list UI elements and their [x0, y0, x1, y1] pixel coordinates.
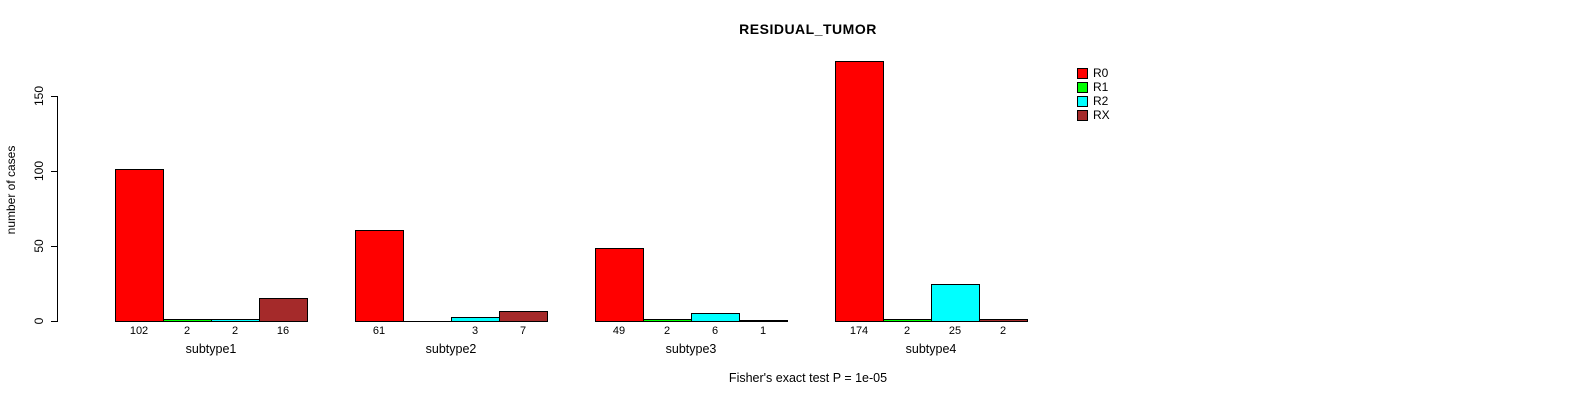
y-tick — [51, 96, 58, 97]
legend-label: R0 — [1093, 66, 1109, 80]
y-tick-label-text: 0 — [32, 317, 46, 325]
bar-subtype2-R0 — [355, 230, 404, 322]
bar-value-label: 49 — [612, 325, 626, 337]
legend-label: R1 — [1093, 80, 1109, 94]
bar-value-label: 6 — [711, 325, 719, 337]
legend-swatch-R0 — [1077, 67, 1088, 79]
legend-row: R0 — [1077, 66, 1110, 80]
y-axis-label-text: number of cases — [4, 145, 18, 235]
y-tick — [51, 246, 58, 247]
legend-label: RX — [1093, 108, 1110, 122]
legend-swatch-RX — [1077, 109, 1088, 121]
bar-value-label: 2 — [999, 325, 1007, 337]
bar-value-label: 174 — [849, 325, 869, 337]
bar-subtype1-RX — [259, 298, 308, 322]
bar-subtype2-R2 — [451, 317, 500, 322]
category-label-subtype4: subtype4 — [905, 342, 957, 356]
bar-value-label: 1 — [759, 325, 767, 337]
y-tick-label-text: 100 — [32, 160, 46, 182]
y-tick — [51, 321, 58, 322]
legend-row: R1 — [1077, 80, 1110, 94]
y-tick-label-text: 50 — [32, 239, 46, 253]
category-label-subtype3: subtype3 — [665, 342, 717, 356]
y-axis-line — [57, 96, 58, 322]
chart-title: RESIDUAL_TUMOR — [739, 21, 877, 37]
bar-subtype1-R2 — [211, 319, 260, 322]
legend-label: R2 — [1093, 94, 1109, 108]
bar-subtype3-R1 — [643, 319, 692, 322]
bar-value-label: 2 — [183, 325, 191, 337]
bar-subtype3-R2 — [691, 313, 740, 322]
bar-value-label: 7 — [519, 325, 527, 337]
bar-subtype2-RX — [499, 311, 548, 322]
bar-subtype1-R0 — [115, 169, 164, 322]
category-label-subtype2: subtype2 — [425, 342, 477, 356]
bar-subtype1-R1 — [163, 319, 212, 322]
bar-subtype2-R1 — [403, 321, 452, 322]
legend: R0 R1 R2 RX — [1077, 66, 1110, 122]
bar-value-label: 16 — [276, 325, 290, 337]
bar-value-label: 3 — [471, 325, 479, 337]
category-label-subtype1: subtype1 — [185, 342, 237, 356]
y-tick — [51, 171, 58, 172]
legend-swatch-R1 — [1077, 81, 1088, 93]
bar-value-label: 61 — [372, 325, 386, 337]
bar-value-label: 102 — [129, 325, 149, 337]
legend-swatch-R2 — [1077, 95, 1088, 107]
legend-row: RX — [1077, 108, 1110, 122]
bar-value-label: 2 — [663, 325, 671, 337]
bar-subtype4-R0 — [835, 61, 884, 322]
bar-value-label: 2 — [231, 325, 239, 337]
y-tick-label-text: 150 — [32, 85, 46, 107]
legend-row: R2 — [1077, 94, 1110, 108]
bar-subtype3-R0 — [595, 248, 644, 322]
annotation-text: Fisher's exact test P = 1e-05 — [728, 371, 888, 385]
bar-subtype4-R2 — [931, 284, 980, 322]
bar-subtype3-RX — [739, 320, 788, 322]
bar-value-label: 2 — [903, 325, 911, 337]
bar-subtype4-RX — [979, 319, 1028, 322]
bar-value-label: 25 — [948, 325, 962, 337]
bar-subtype4-R1 — [883, 319, 932, 322]
